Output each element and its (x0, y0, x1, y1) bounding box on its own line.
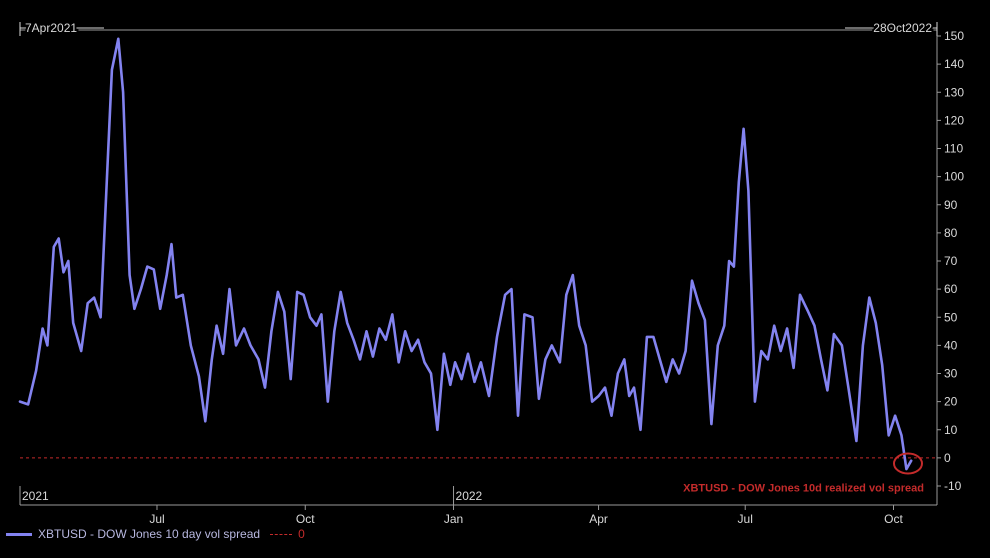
y-tick-label: 50 (944, 310, 958, 324)
y-tick-label: 110 (944, 142, 963, 156)
y-tick-label: 140 (944, 57, 964, 71)
y-tick-label: 60 (944, 282, 958, 296)
annotation: XBTUSD - DOW Jones 10d realized vol spre… (683, 452, 924, 495)
x-tick-label: Jan (444, 512, 463, 526)
y-tick-label: -10 (944, 479, 962, 493)
y-tick-label: 130 (944, 85, 964, 99)
y-tick-label: 40 (944, 338, 958, 352)
series (18, 37, 913, 471)
y-tick-label: 80 (944, 226, 958, 240)
annotation-text: XBTUSD - DOW Jones 10d realized vol spre… (683, 483, 924, 495)
annotation-circle (892, 452, 923, 475)
y-tick-label: 70 (944, 254, 958, 268)
x-tick-label: Jul (149, 512, 164, 526)
axes: 7Apr2021 28Oct2022 (19, 19, 938, 506)
year-label: 2021 (22, 489, 49, 503)
series-line (18, 37, 913, 471)
year-label: 2022 (456, 489, 483, 503)
x-tick-label: Apr (589, 512, 608, 526)
y-tick-label: 30 (944, 367, 958, 381)
range-start-label: 7Apr2021 (25, 21, 77, 35)
y-tick-label: 120 (944, 113, 964, 127)
y-tick-label: 20 (944, 395, 958, 409)
y-tick-label: 0 (944, 451, 951, 465)
x-tick-label: Oct (884, 512, 903, 526)
x-tick-label: Oct (296, 512, 315, 526)
y-tick-label: 150 (944, 29, 964, 43)
y-tick-label: 90 (944, 198, 958, 212)
series-legend-label: XBTUSD - DOW Jones 10 day vol spread (38, 527, 261, 541)
tick-labels: -10 0 10 20 30 40 50 60 70 80 90 100 110 120 130 140 150… (19, 29, 964, 526)
y-tick-label: 10 (944, 423, 958, 437)
zero-legend-label: 0 (298, 527, 305, 541)
series-legend-swatch (6, 532, 32, 536)
zero-legend-swatch (270, 533, 293, 535)
x-tick-label: Jul (738, 512, 753, 526)
range-end-label: 28Oct2022 (873, 21, 932, 35)
y-tick-label: 100 (944, 170, 964, 184)
chart-legend: XBTUSD - DOW Jones 10 day vol spread 0 (6, 527, 305, 541)
